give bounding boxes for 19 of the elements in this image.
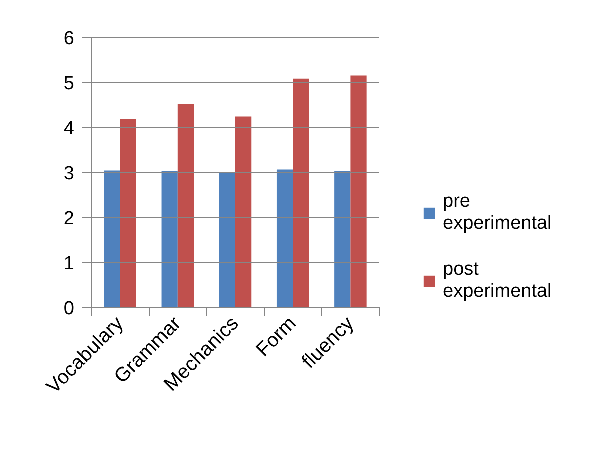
y-tick-label: 3	[64, 164, 75, 184]
bar	[162, 171, 178, 308]
y-tick-label: 1	[64, 254, 75, 274]
legend-label: pre experimental	[443, 191, 552, 235]
y-tick-label: 0	[64, 298, 75, 320]
bar	[350, 76, 367, 308]
y-tick-label: 5	[64, 74, 75, 94]
bar	[276, 170, 294, 308]
bar	[104, 170, 120, 308]
bar	[178, 104, 194, 308]
bar	[236, 116, 252, 308]
bar	[120, 118, 136, 308]
y-tick-label: 6	[64, 28, 75, 50]
bar	[334, 171, 351, 308]
y-tick-label: 2	[64, 208, 75, 230]
y-tick-label: 4	[64, 118, 75, 140]
bar	[293, 78, 310, 308]
legend-label: post experimental	[443, 259, 552, 303]
bar	[219, 172, 236, 308]
